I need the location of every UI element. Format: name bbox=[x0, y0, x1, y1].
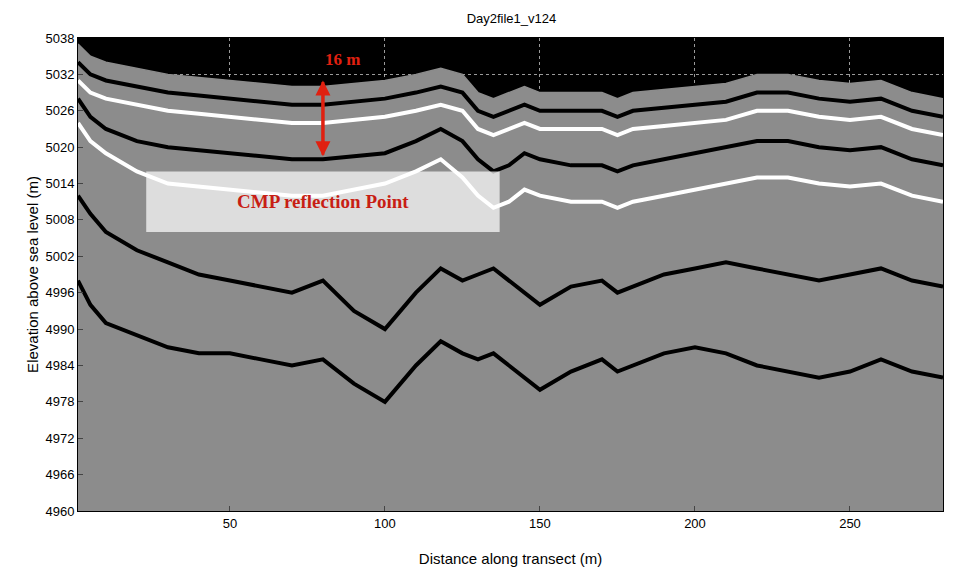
svg-text:Day2file1_v124: Day2file1_v124 bbox=[467, 11, 557, 26]
svg-text:16 m: 16 m bbox=[325, 50, 360, 69]
svg-text:CMP reflection Point: CMP reflection Point bbox=[237, 191, 409, 212]
svg-text:Distance along transect (m): Distance along transect (m) bbox=[419, 550, 602, 567]
svg-text:Elevation above sea level (m): Elevation above sea level (m) bbox=[24, 176, 41, 373]
svg-text:5014: 5014 bbox=[45, 176, 74, 191]
svg-text:4972: 4972 bbox=[45, 431, 74, 446]
svg-text:4966: 4966 bbox=[45, 467, 74, 482]
svg-text:250: 250 bbox=[839, 516, 861, 531]
svg-text:4984: 4984 bbox=[45, 358, 74, 373]
svg-text:150: 150 bbox=[529, 516, 551, 531]
svg-text:5032: 5032 bbox=[45, 67, 74, 82]
svg-text:5038: 5038 bbox=[45, 31, 74, 46]
svg-text:200: 200 bbox=[684, 516, 706, 531]
svg-text:50: 50 bbox=[223, 516, 237, 531]
svg-text:5008: 5008 bbox=[45, 212, 74, 227]
svg-text:4990: 4990 bbox=[45, 322, 74, 337]
svg-text:5026: 5026 bbox=[45, 103, 74, 118]
svg-text:5002: 5002 bbox=[45, 249, 74, 264]
svg-text:100: 100 bbox=[374, 516, 396, 531]
svg-text:5020: 5020 bbox=[45, 140, 74, 155]
svg-text:4978: 4978 bbox=[45, 394, 74, 409]
svg-text:4960: 4960 bbox=[45, 504, 74, 519]
svg-text:4996: 4996 bbox=[45, 285, 74, 300]
